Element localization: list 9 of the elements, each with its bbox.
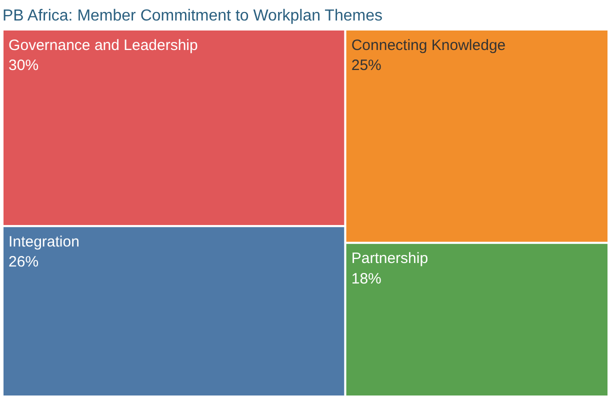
text: PB Africa: Member Commitment to Workplan Themes [2, 8, 382, 24]
category-label: Partnership [351, 250, 428, 268]
category-label: Integration [8, 233, 80, 250]
category-label: Connecting Knowledge [351, 36, 506, 54]
data-label: 26% [8, 254, 39, 271]
data-label: 18% [351, 270, 382, 288]
data-label: 25% [351, 57, 382, 74]
data-label: 30% [8, 57, 39, 74]
category-label: Governance and Leadership [8, 36, 198, 54]
